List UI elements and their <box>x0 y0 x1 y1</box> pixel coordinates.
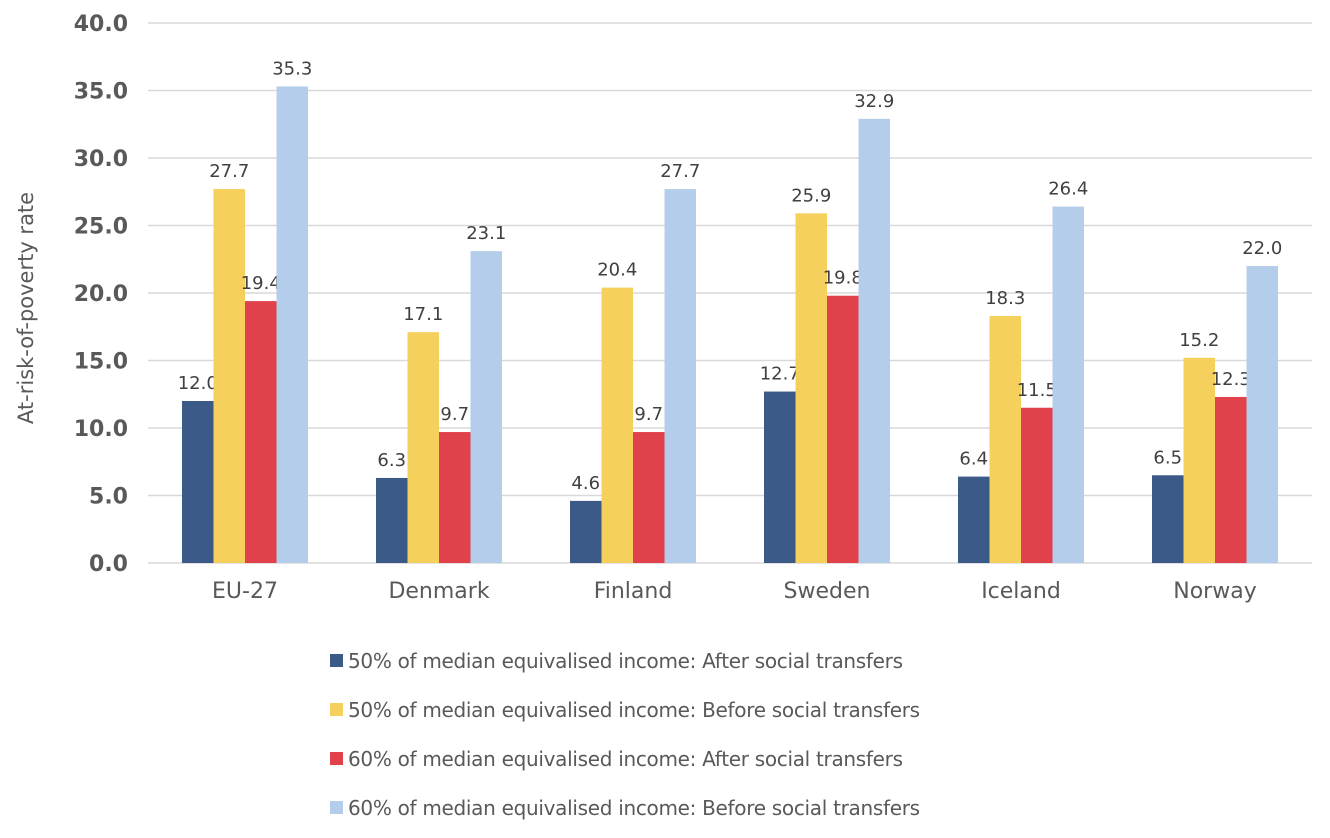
legend-label: 60% of median equivalised income: Before… <box>348 795 920 820</box>
data-label: 12.7 <box>760 364 800 385</box>
legend-swatch <box>330 703 343 716</box>
data-label: 32.9 <box>854 91 894 112</box>
y-tick-label: 0.0 <box>89 552 128 577</box>
data-label: 12.3 <box>1211 369 1251 390</box>
data-label: 19.8 <box>823 268 863 289</box>
y-tick-label: 40.0 <box>74 12 128 37</box>
x-tick-label: Denmark <box>388 579 489 604</box>
data-label: 11.5 <box>1017 380 1057 401</box>
bar <box>1152 475 1184 563</box>
data-label: 35.3 <box>272 58 312 79</box>
data-label: 23.1 <box>466 223 506 244</box>
data-label: 25.9 <box>791 185 831 206</box>
bar <box>1246 266 1278 563</box>
legend-item: 50% of median equivalised income: Before… <box>330 685 920 734</box>
bar <box>958 476 990 563</box>
legend-label: 60% of median equivalised income: After … <box>348 746 903 771</box>
data-label: 27.7 <box>209 161 249 182</box>
bar <box>1052 206 1084 563</box>
y-tick-label: 20.0 <box>74 282 128 307</box>
y-axis-label: At-risk-of-poverty rate <box>14 192 38 424</box>
y-tick-label: 25.0 <box>74 215 128 240</box>
legend-swatch <box>330 801 343 814</box>
data-label: 9.7 <box>634 404 663 425</box>
bar <box>570 500 602 563</box>
bar <box>182 401 214 563</box>
legend-label: 50% of median equivalised income: Before… <box>348 697 920 722</box>
bar <box>439 432 471 563</box>
bar <box>1021 407 1053 563</box>
bar <box>245 301 277 563</box>
y-tick-label: 35.0 <box>74 80 128 105</box>
legend-swatch <box>330 654 343 667</box>
y-tick-label: 10.0 <box>74 417 128 442</box>
data-label: 26.4 <box>1048 179 1088 200</box>
x-tick-label: Norway <box>1173 579 1256 604</box>
data-label: 20.4 <box>597 260 637 281</box>
data-label: 27.7 <box>660 161 700 182</box>
bar <box>213 189 245 564</box>
data-label: 22.0 <box>1242 238 1282 259</box>
y-tick-label: 15.0 <box>74 350 128 375</box>
bar <box>376 477 408 563</box>
legend-item: 50% of median equivalised income: After … <box>330 636 920 685</box>
x-tick-label: Sweden <box>784 579 871 604</box>
bar <box>827 295 859 563</box>
x-tick-label: EU-27 <box>212 579 278 604</box>
x-tick-label: Finland <box>594 579 673 604</box>
data-label: 6.3 <box>377 450 406 471</box>
bar <box>470 251 502 563</box>
bar <box>601 287 633 563</box>
data-label: 9.7 <box>440 404 469 425</box>
data-label: 6.4 <box>959 449 988 470</box>
data-label: 12.0 <box>178 373 218 394</box>
y-tick-label: 30.0 <box>74 147 128 172</box>
bar <box>1183 357 1215 563</box>
bar <box>407 332 439 563</box>
data-label: 17.1 <box>403 304 443 325</box>
bar <box>858 118 890 563</box>
y-tick-label: 5.0 <box>89 485 128 510</box>
data-label: 4.6 <box>571 473 600 494</box>
bar <box>633 432 665 563</box>
x-tick-label: Iceland <box>981 579 1061 604</box>
data-label: 6.5 <box>1153 447 1182 468</box>
legend-swatch <box>330 752 343 765</box>
data-label: 18.3 <box>985 288 1025 309</box>
bar <box>664 189 696 564</box>
legend-label: 50% of median equivalised income: After … <box>348 648 903 673</box>
legend-item: 60% of median equivalised income: Before… <box>330 783 920 832</box>
bar <box>276 86 308 563</box>
bar <box>989 315 1021 563</box>
bar <box>764 391 796 563</box>
data-label: 15.2 <box>1179 330 1219 351</box>
bar <box>1215 396 1247 563</box>
data-label: 19.4 <box>241 273 281 294</box>
legend-item: 60% of median equivalised income: After … <box>330 734 920 783</box>
legend: 50% of median equivalised income: After … <box>330 636 920 832</box>
bar <box>795 213 827 563</box>
